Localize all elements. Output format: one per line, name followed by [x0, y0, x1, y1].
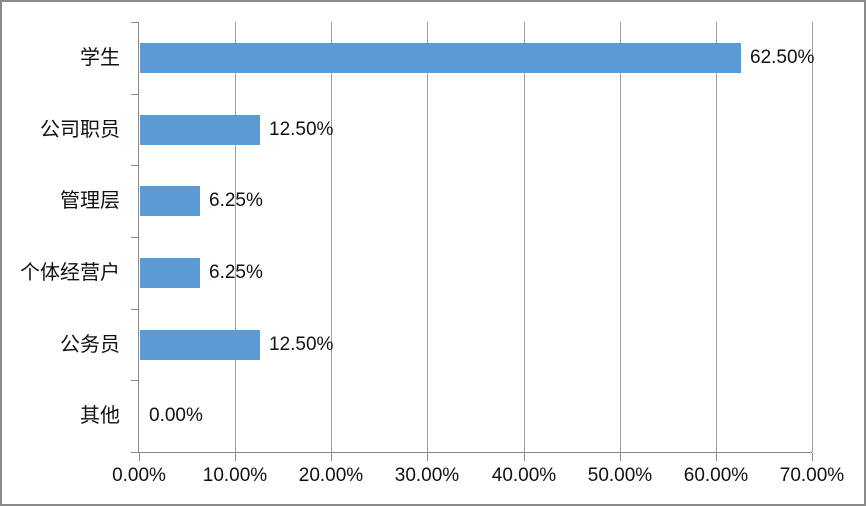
- gridline: [427, 22, 428, 452]
- plot-area: 62.50% 12.50% 6.25% 6.25% 12.50% 0.00%: [131, 22, 815, 461]
- y-axis-tick: [131, 237, 139, 238]
- x-tick-label: 40.00%: [491, 465, 557, 486]
- gridline: [620, 22, 621, 452]
- gridline: [331, 22, 332, 452]
- gridline: [716, 22, 717, 452]
- x-tick-label: 20.00%: [298, 465, 364, 486]
- x-axis-tick: [139, 453, 140, 461]
- y-axis-tick: [131, 94, 139, 95]
- x-axis-tick: [812, 453, 813, 461]
- y-axis-tick: [131, 452, 139, 453]
- x-tick-label: 60.00%: [683, 465, 749, 486]
- bar-value-label: 6.25%: [209, 190, 263, 211]
- bar: [140, 258, 200, 288]
- category-label: 公务员: [60, 334, 120, 356]
- category-label: 管理层: [60, 190, 120, 212]
- y-axis-tick: [131, 22, 139, 23]
- x-axis-tick: [331, 453, 332, 461]
- category-label: 公司职员: [40, 119, 120, 141]
- bar-value-label: 0.00%: [149, 405, 203, 426]
- bar: [140, 330, 260, 360]
- gridline: [235, 22, 236, 452]
- x-axis-tick: [427, 453, 428, 461]
- x-tick-label: 50.00%: [587, 465, 653, 486]
- bar: [140, 186, 200, 216]
- bar: [140, 43, 741, 73]
- bar-value-label: 6.25%: [209, 262, 263, 283]
- x-tick-label: 10.00%: [202, 465, 268, 486]
- x-axis-tick: [235, 453, 236, 461]
- y-axis-tick: [131, 380, 139, 381]
- gridline: [812, 22, 813, 452]
- y-axis-tick: [131, 165, 139, 166]
- bar-value-label: 12.50%: [269, 119, 334, 140]
- category-label: 个体经营户: [20, 262, 120, 284]
- gridline: [524, 22, 525, 452]
- x-axis-tick: [716, 453, 717, 461]
- y-axis-tick: [131, 309, 139, 310]
- bar: [140, 115, 260, 145]
- x-tick-label: 0.00%: [112, 465, 166, 486]
- x-axis-tick: [620, 453, 621, 461]
- x-tick-label: 30.00%: [394, 465, 460, 486]
- category-label: 学生: [80, 47, 120, 69]
- bar-value-label: 12.50%: [269, 334, 334, 355]
- category-label: 其他: [80, 405, 120, 427]
- x-axis-tick: [524, 453, 525, 461]
- bar-value-label: 62.50%: [750, 47, 815, 68]
- x-tick-label: 70.00%: [779, 465, 845, 486]
